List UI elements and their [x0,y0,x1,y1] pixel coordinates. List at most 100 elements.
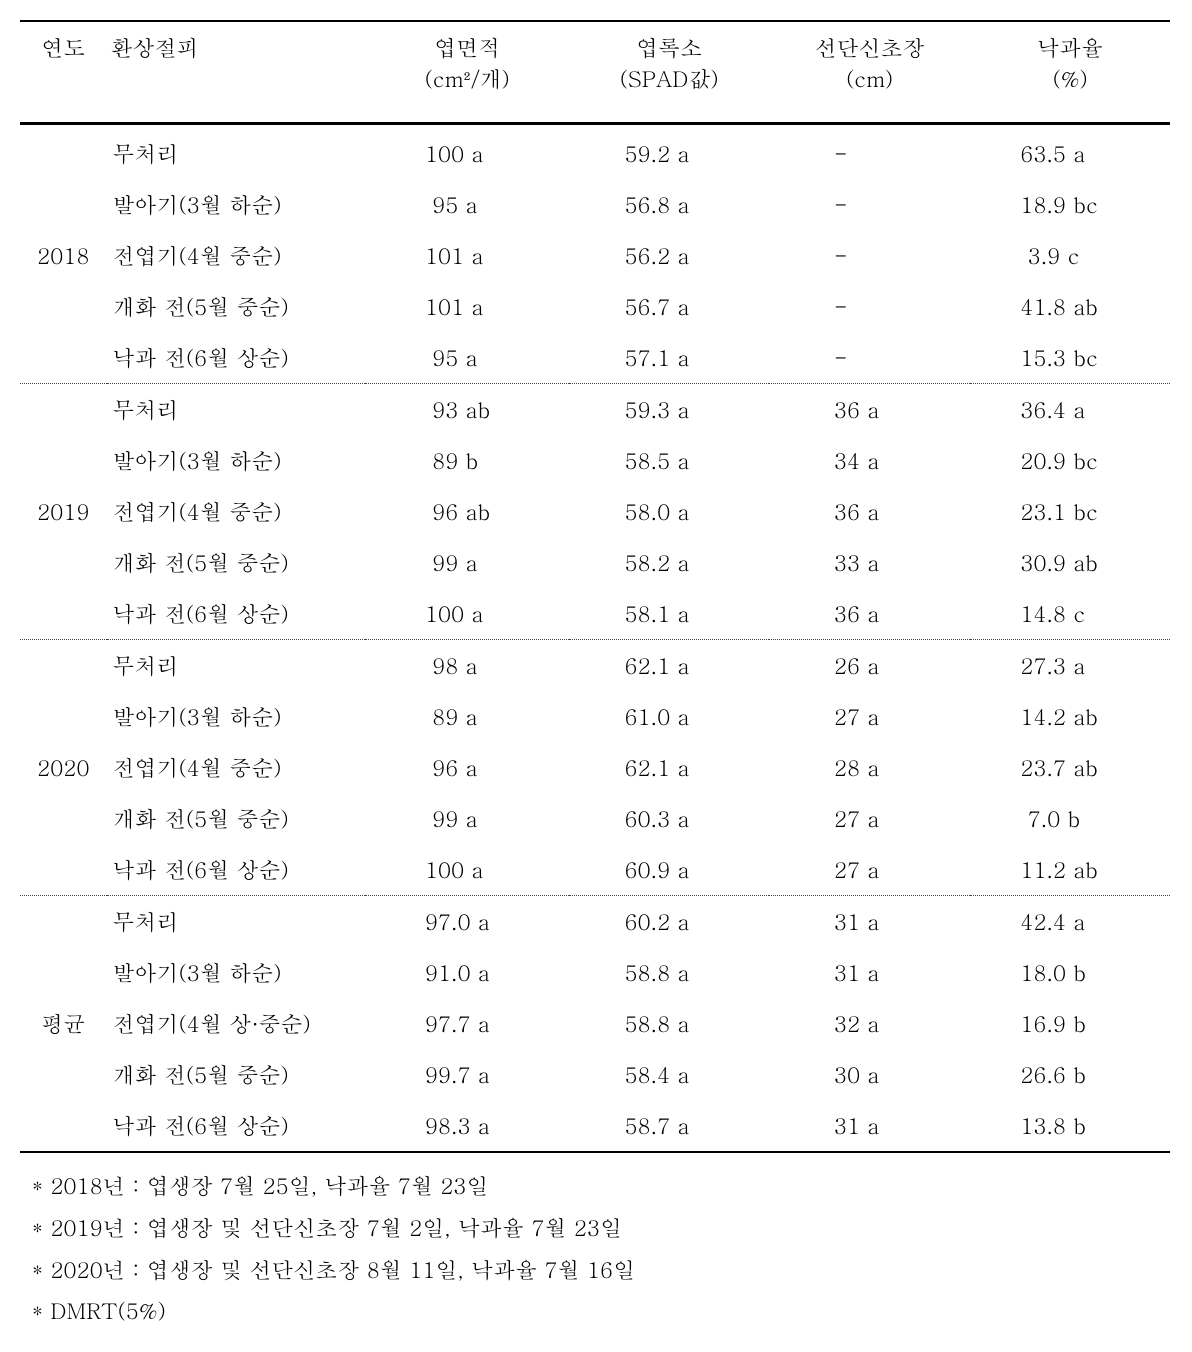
treatment-cell: 발아기(3월 하순) [107,947,365,998]
table-row: 개화 전(5월 중순) 99 a58.2 a33 a30.9 ab [20,537,1170,588]
col-leaf-area-line2: (cm²/개) [371,63,564,94]
value-cell: 36 a [769,486,970,537]
value-text: 18.0 b [1020,957,1086,988]
treatment-cell: 발아기(3월 하순) [107,179,365,230]
treatment-cell: 무처리 [107,896,365,948]
value-text: 31 a [834,906,879,937]
value-cell: 31 a [769,947,970,998]
value-text: 16.9 b [1020,1008,1086,1039]
value-text: 13.8 b [1020,1110,1086,1141]
value-text: 60.2 a [624,906,689,937]
value-cell: 36 a [769,384,970,436]
value-text: 11.2 ab [1020,854,1098,885]
col-shoot-length-line2: (cm) [775,63,964,94]
value-cell: 30.9 ab [970,537,1170,588]
table-row: 발아기(3월 하순) 89 a61.0 a27 a14.2 ab [20,691,1170,742]
table-row: 낙과 전(6월 상순) 95 a57.1 a-15.3 bc [20,332,1170,383]
value-text: 56.2 a [624,240,689,271]
value-cell: 23.1 bc [970,486,1170,537]
value-text: 27.3 a [1020,650,1085,681]
value-cell: 30 a [769,1049,970,1100]
treatment-cell: 낙과 전(6월 상순) [107,1100,365,1151]
value-cell: - [769,128,970,179]
value-text: 36 a [834,496,879,527]
value-text: - [834,189,848,220]
value-cell: 100 a [365,588,570,639]
value-text: 31 a [834,1110,879,1141]
table-row: 무처리 93 ab59.3 a36 a36.4 a [20,384,1170,436]
value-text: 98.3 a [425,1110,490,1141]
value-cell: 101 a [365,230,570,281]
value-cell: 18.9 bc [970,179,1170,230]
treatment-cell: 전엽기(4월 상·중순) [107,998,365,1049]
value-cell: 3.9 c [970,230,1170,281]
value-cell: 96 a [365,742,570,793]
value-cell: 95 a [365,332,570,383]
value-text: 27 a [834,803,879,834]
year-cell-empty [20,947,107,998]
year-cell-empty [20,844,107,895]
value-text: 31 a [834,957,879,988]
table-body: 무처리100 a59.2 a-63.5 a발아기(3월 하순) 95 a56.8… [20,125,1170,1153]
value-cell: 42.4 a [970,896,1170,948]
col-chlorophyll: 엽록소 (SPAD값) [569,21,768,125]
value-cell: 27 a [769,844,970,895]
value-cell: 26.6 b [970,1049,1170,1100]
treatment-cell: 전엽기(4월 중순) [107,486,365,537]
value-cell: 36 a [769,588,970,639]
value-cell: 96 ab [365,486,570,537]
value-cell: 58.4 a [569,1049,768,1100]
col-fruit-drop-line1: 낙과율 [976,32,1164,63]
value-cell: 97.0 a [365,896,570,948]
year-cell-empty [20,896,107,948]
value-text: 95 a [425,342,478,373]
value-cell: 91.0 a [365,947,570,998]
value-cell: 101 a [365,281,570,332]
year-cell-empty [20,332,107,383]
table-row: 2020전엽기(4월 중순) 96 a62.1 a28 a23.7 ab [20,742,1170,793]
value-text: 23.1 bc [1020,496,1098,527]
value-text: 26 a [834,650,879,681]
year-cell: 2019 [20,486,107,537]
value-cell: 63.5 a [970,128,1170,179]
value-cell: 31 a [769,896,970,948]
treatment-cell: 개화 전(5월 중순) [107,537,365,588]
value-text: 101 a [425,240,484,271]
value-text: 91.0 a [425,957,490,988]
treatment-cell: 무처리 [107,128,365,179]
value-text: 41.8 ab [1020,291,1098,322]
value-text: - [834,291,848,322]
year-cell-empty [20,1049,107,1100]
footnote: * 2020년 : 엽생장 및 선단신초장 8월 11일, 낙과율 7월 16일 [32,1249,1170,1291]
table-row: 낙과 전(6월 상순)100 a60.9 a27 a11.2 ab [20,844,1170,895]
value-text: 18.9 bc [1020,189,1098,220]
value-text: 59.3 a [624,394,689,425]
year-cell-empty [20,128,107,179]
value-text: 28 a [834,752,879,783]
value-cell: 100 a [365,844,570,895]
table-row: 평균전엽기(4월 상·중순)97.7 a58.8 a32 a16.9 b [20,998,1170,1049]
value-text: 32 a [834,1008,879,1039]
value-cell: 98 a [365,640,570,692]
value-text: 100 a [425,598,484,629]
value-cell: 59.2 a [569,128,768,179]
value-text: 14.2 ab [1020,701,1098,732]
value-cell: 27 a [769,691,970,742]
value-text: 96 ab [425,496,490,527]
value-cell: 36.4 a [970,384,1170,436]
value-text: 56.7 a [624,291,689,322]
table-row: 2019전엽기(4월 중순) 96 ab58.0 a36 a23.1 bc [20,486,1170,537]
treatment-cell: 낙과 전(6월 상순) [107,332,365,383]
value-text: 100 a [425,854,484,885]
value-text: 99 a [425,547,478,578]
value-text: 36 a [834,394,879,425]
data-table: 연도 환상절피 엽면적 (cm²/개) 엽록소 (SPAD값) 선단신초장 [20,20,1170,1153]
value-cell: - [769,332,970,383]
treatment-cell: 낙과 전(6월 상순) [107,588,365,639]
treatment-cell: 발아기(3월 하순) [107,435,365,486]
footnote: * DMRT(5%) [32,1290,1170,1332]
value-text: 95 a [425,189,478,220]
year-cell-empty [20,537,107,588]
year-cell-empty [20,1100,107,1151]
year-cell-empty [20,281,107,332]
